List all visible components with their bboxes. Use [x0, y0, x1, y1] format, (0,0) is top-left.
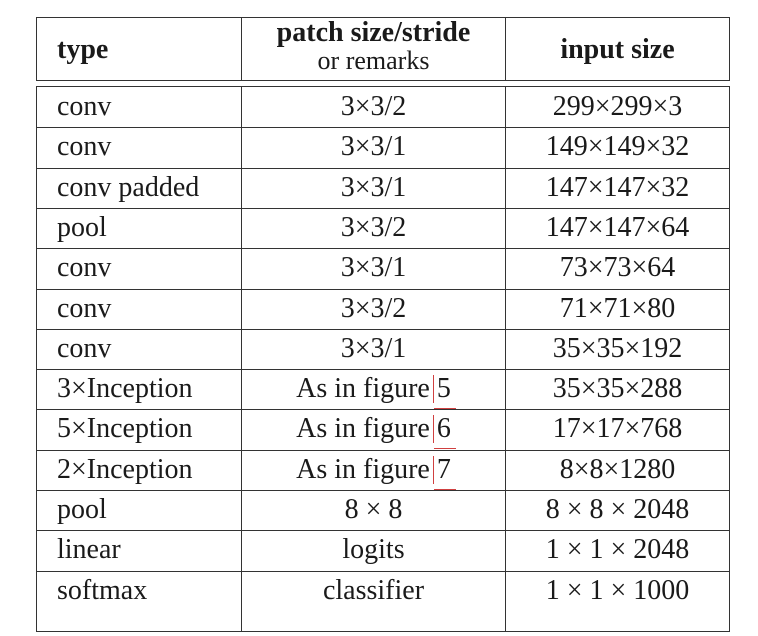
cell-input: 35×35×288 — [552, 373, 683, 404]
cell-type: pool — [57, 494, 107, 525]
cell-type: pool — [57, 212, 107, 243]
cell-type: softmax — [57, 575, 148, 606]
row-divider — [37, 409, 729, 410]
cell-type: 2×Inception — [57, 454, 193, 485]
cell-patch-text: As in figure — [296, 413, 430, 444]
header-patch-remark: or remarks — [317, 46, 430, 75]
figure-reference-link[interactable]: 5 — [432, 375, 456, 409]
row-divider — [37, 208, 729, 209]
cell-type: 3×Inception — [57, 373, 193, 404]
cell-type: conv — [57, 333, 112, 364]
header-input: input size — [560, 34, 675, 65]
cell-patch-text: As in figure — [296, 454, 430, 485]
cell-patch: 3×3/1 — [242, 127, 505, 167]
table-body: conv 3×3/2 299×299×3 conv 3×3/1 149×149×32 con… — [36, 86, 730, 632]
cell-patch-text: logits — [342, 534, 405, 565]
cell-patch-text: As in figure — [296, 373, 430, 404]
cell-type: conv — [57, 293, 112, 324]
cell-patch: As in figure 7 — [242, 450, 505, 490]
cell-input: 149×149×32 — [545, 131, 690, 162]
row-divider — [37, 168, 729, 169]
header-patch: patch size/stride or remarks — [242, 18, 505, 74]
cell-patch: 3×3/1 — [242, 248, 505, 288]
column-divider — [505, 18, 506, 80]
row-divider — [37, 490, 729, 491]
cell-patch: 3×3/2 — [242, 289, 505, 329]
column-divider — [241, 87, 242, 631]
cell-patch: logits — [242, 530, 505, 570]
cell-patch: 3×3/1 — [242, 329, 505, 369]
row-divider — [37, 450, 729, 451]
cell-input: 8×8×1280 — [559, 454, 676, 485]
cell-type: 5×Inception — [57, 413, 193, 444]
row-divider — [37, 571, 729, 572]
cell-patch-text: 3×3/1 — [340, 172, 407, 203]
cell-type: linear — [57, 534, 121, 565]
header-patch-label: patch size/stride — [276, 17, 471, 48]
cell-patch: As in figure 5 — [242, 369, 505, 409]
cell-patch: 3×3/2 — [242, 87, 505, 127]
row-divider — [37, 530, 729, 531]
row-divider — [37, 329, 729, 330]
cell-patch-text: classifier — [322, 575, 425, 606]
cell-input: 73×73×64 — [559, 252, 676, 283]
cell-patch: classifier — [242, 571, 505, 611]
cell-input: 147×147×32 — [545, 172, 690, 203]
cell-patch: As in figure 6 — [242, 409, 505, 449]
cell-patch: 8 × 8 — [242, 490, 505, 530]
cell-input: 71×71×80 — [559, 293, 676, 324]
cell-patch-text: 3×3/1 — [340, 252, 407, 283]
cell-type: conv — [57, 252, 112, 283]
cell-patch-text: 3×3/1 — [340, 333, 407, 364]
cell-patch-text: 8 × 8 — [344, 494, 403, 525]
row-divider — [37, 369, 729, 370]
column-divider — [241, 18, 242, 80]
header-type: type — [57, 34, 109, 65]
figure-reference-link[interactable]: 7 — [432, 456, 456, 490]
cell-input: 299×299×3 — [552, 91, 683, 122]
cell-input: 8 × 8 × 2048 — [545, 494, 690, 525]
cell-patch-text: 3×3/1 — [340, 131, 407, 162]
cell-input: 1 × 1 × 2048 — [545, 534, 690, 565]
cell-patch: 3×3/1 — [242, 168, 505, 208]
cell-patch-text: 3×3/2 — [340, 91, 407, 122]
table-header: type patch size/stride or remarks input … — [36, 17, 730, 81]
figure-reference-link[interactable]: 6 — [432, 415, 456, 449]
cell-type: conv — [57, 91, 112, 122]
cell-patch: 3×3/2 — [242, 208, 505, 248]
row-divider — [37, 289, 729, 290]
cell-patch-text: 3×3/2 — [340, 212, 407, 243]
cell-input: 147×147×64 — [545, 212, 690, 243]
row-divider — [37, 127, 729, 128]
cell-patch-text: 3×3/2 — [340, 293, 407, 324]
cell-type: conv padded — [57, 172, 200, 203]
cell-input: 1 × 1 × 1000 — [545, 575, 690, 606]
cell-input: 17×17×768 — [552, 413, 683, 444]
column-divider — [505, 87, 506, 631]
cell-input: 35×35×192 — [552, 333, 683, 364]
row-divider — [37, 248, 729, 249]
cell-type: conv — [57, 131, 112, 162]
